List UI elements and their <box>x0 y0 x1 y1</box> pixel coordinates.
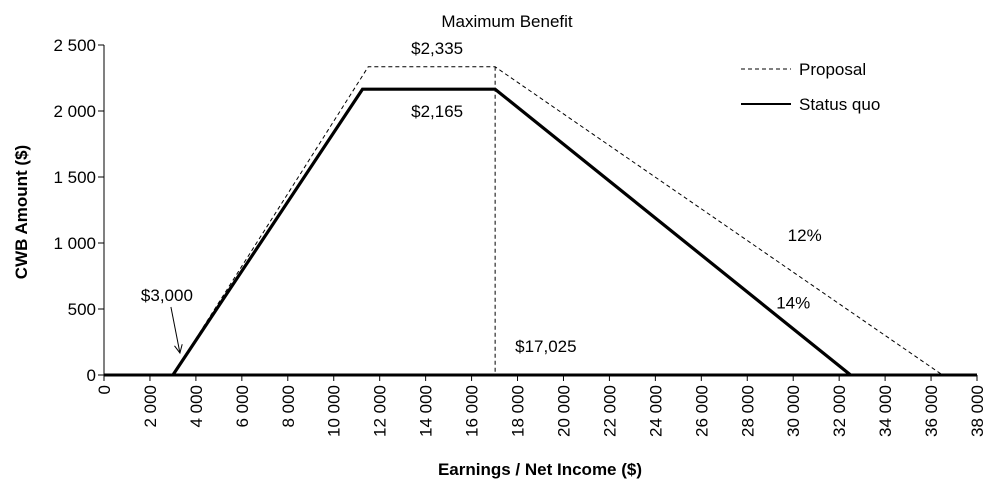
annotation-max-proposal: $2,335 <box>411 39 463 58</box>
x-tick-label: 6 000 <box>233 385 252 428</box>
y-tick-label: 0 <box>87 366 96 385</box>
legend: Proposal Status quo <box>741 60 880 114</box>
annotation-start-arrowhead <box>174 344 183 355</box>
y-tick-label: 500 <box>68 300 96 319</box>
y-tick-label: 1 000 <box>53 234 96 253</box>
x-tick-label: 4 000 <box>187 385 206 428</box>
x-tick-label: 2 000 <box>141 385 160 428</box>
annotation-rate-proposal: 12% <box>788 226 822 245</box>
x-tick-label: 30 000 <box>784 385 803 437</box>
x-axis-title: Earnings / Net Income ($) <box>438 460 642 479</box>
y-tick-label: 2 000 <box>53 102 96 121</box>
x-axis-ticks: 0 2 000 4 000 6 000 8 000 10 000 12 000 14 000 1… <box>95 375 987 437</box>
annotation-rate-status-quo: 14% <box>776 293 810 312</box>
series-status-quo-line <box>171 87 852 377</box>
series-proposal-line <box>172 66 943 376</box>
annotation-max-status-quo: $2,165 <box>411 102 463 121</box>
chart-title: Maximum Benefit <box>441 12 573 31</box>
legend-label-status-quo: Status quo <box>799 95 880 114</box>
y-axis-ticks: 0 500 1 000 1 500 2 000 2 500 <box>53 36 104 385</box>
y-axis-title: CWB Amount ($) <box>12 145 31 279</box>
x-tick-label: 38 000 <box>968 385 987 437</box>
x-tick-label: 36 000 <box>922 385 941 437</box>
annotation-start-arrow <box>170 306 181 354</box>
x-tick-label: 24 000 <box>646 385 665 437</box>
x-tick-label: 14 000 <box>417 385 436 437</box>
y-tick-label: 1 500 <box>53 168 96 187</box>
x-tick-label: 16 000 <box>463 385 482 437</box>
annotation-start: $3,000 <box>141 286 193 305</box>
annotations: $2,335 $2,165 $17,025 12% 14% $3,000 <box>141 39 822 356</box>
y-tick-label: 2 500 <box>53 36 96 55</box>
x-tick-label: 0 <box>95 385 114 394</box>
x-tick-label: 34 000 <box>876 385 895 437</box>
annotation-threshold: $17,025 <box>515 337 576 356</box>
axes <box>103 45 977 377</box>
x-tick-label: 32 000 <box>830 385 849 437</box>
x-tick-label: 8 000 <box>279 385 298 428</box>
x-tick-label: 10 000 <box>325 385 344 437</box>
x-tick-label: 26 000 <box>692 385 711 437</box>
series-group <box>171 66 943 377</box>
legend-label-proposal: Proposal <box>799 60 866 79</box>
x-tick-label: 18 000 <box>509 385 528 437</box>
x-tick-label: 20 000 <box>554 385 573 437</box>
x-tick-label: 22 000 <box>600 385 619 437</box>
x-tick-label: 12 000 <box>371 385 390 437</box>
x-tick-label: 28 000 <box>738 385 757 437</box>
